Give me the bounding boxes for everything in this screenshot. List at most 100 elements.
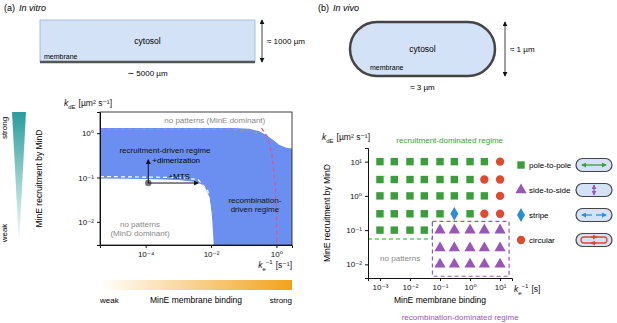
annotation: no patterns (MinE dominant) <box>164 116 265 125</box>
subscript: dE <box>68 104 75 110</box>
data-point <box>421 226 428 233</box>
data-point <box>436 192 443 199</box>
legend-label: side-to-side <box>529 186 571 195</box>
annotation: recombination- <box>228 196 281 205</box>
panel-subtitle: In vivo <box>333 3 359 13</box>
tick: 10⁻² <box>403 278 419 292</box>
annotation: recombination-dominated regime <box>402 313 520 322</box>
data-point <box>481 192 488 199</box>
tick-label: 10⁻¹ <box>346 226 362 235</box>
data-point <box>464 224 475 234</box>
axis-title: ke−1[s] <box>514 283 540 296</box>
data-point <box>481 158 488 165</box>
subscript: dE <box>326 138 333 144</box>
tick: 10⁻¹ <box>433 278 449 292</box>
gradient-high: strong <box>0 117 9 139</box>
legend-icon-cell <box>576 159 612 172</box>
gradient-title: MinE recruitment by MinD <box>34 130 44 228</box>
data-point <box>466 158 473 165</box>
tick-mark <box>365 196 368 197</box>
data-point <box>466 192 473 199</box>
figure: (a)In vitrocytosolmembrane≈ 1000 µm∼ 500… <box>0 0 617 323</box>
data-point <box>391 158 398 165</box>
data-point <box>391 226 398 233</box>
data-point <box>451 158 458 165</box>
axis-line <box>97 113 101 246</box>
gradient-bar <box>100 280 292 290</box>
tick-label: 10⁻¹ <box>433 283 449 292</box>
data-point <box>421 158 428 165</box>
data-point <box>451 192 458 199</box>
boundary-line <box>432 221 509 276</box>
data-point <box>436 158 443 165</box>
data-point <box>391 176 398 183</box>
tick: 10⁻² <box>346 260 368 269</box>
plot-area <box>100 128 292 245</box>
tick-label: 10⁻⁴ <box>138 250 155 259</box>
tick: 10⁻² <box>204 245 220 259</box>
y-axis: 10⁻² 10⁻¹ 10⁰ <box>78 113 100 246</box>
unit: [µm² s⁻¹] <box>79 98 112 108</box>
legend-icon-cell <box>576 184 612 197</box>
legend-marker <box>515 183 526 193</box>
data-point <box>376 226 383 233</box>
legend-icon-arrow <box>591 242 597 243</box>
data-point <box>421 176 428 183</box>
data-point <box>466 176 473 183</box>
tick-label: 10¹ <box>350 158 362 167</box>
gradient-low: weak <box>0 223 9 244</box>
tick-mark <box>97 133 100 134</box>
boundary-line <box>368 221 432 239</box>
data-point <box>466 210 473 217</box>
tick-mark <box>500 278 501 281</box>
data-point <box>376 192 383 199</box>
data-point <box>496 192 504 200</box>
axis-title: kdE[µm² s⁻¹] <box>64 98 112 110</box>
boundary-line <box>262 128 278 245</box>
tick-label: 10⁰ <box>271 250 283 259</box>
tick: 10⁻² <box>78 218 100 227</box>
height-arrow <box>505 22 506 76</box>
tick-mark <box>146 245 147 248</box>
tick-label: 10⁰ <box>82 129 94 138</box>
tick: 10⁰ <box>271 245 283 259</box>
legend-label: circular <box>529 236 555 245</box>
legend-icon-arrow <box>582 164 606 165</box>
axis-caption: MinE recruitment by MinD <box>322 164 332 262</box>
tick-label: 10⁰ <box>350 192 362 201</box>
tick-label: 10⁻¹ <box>78 174 94 183</box>
annotation: (MinD dominant) <box>110 229 169 238</box>
superscript: −1 <box>266 259 274 265</box>
legend-marker <box>517 236 525 244</box>
legend-icon-arrow <box>591 236 597 237</box>
tick-mark <box>470 278 471 281</box>
tick-mark <box>276 245 277 248</box>
tick-mark <box>97 222 100 223</box>
cell-body <box>40 20 255 62</box>
tick: 10¹ <box>495 278 507 292</box>
tick-mark <box>365 230 368 231</box>
tick-label: 10⁻³ <box>373 283 389 292</box>
legend-label: stripe <box>529 211 549 220</box>
cell-body <box>350 22 495 76</box>
plot-area <box>368 157 509 276</box>
tick: 10⁰ <box>350 192 368 201</box>
panel: (a)In vitrocytosolmembrane≈ 1000 µm∼ 500… <box>0 3 305 305</box>
tick: 10⁻⁴ <box>138 245 155 259</box>
tick-label: 10⁰ <box>464 283 476 292</box>
superscript: −1 <box>522 283 530 289</box>
tick-mark <box>365 162 368 163</box>
tick-mark <box>97 177 100 178</box>
axis-title: kdE[µm² s⁻¹] <box>322 132 370 144</box>
legend-icon-arrow <box>582 214 592 215</box>
y-axis: 10⁻² 10⁻¹ 10⁰ 10¹ <box>346 149 368 279</box>
schematic-label: membrane <box>370 64 404 71</box>
data-point <box>434 242 445 252</box>
schematic-label: cytosol <box>134 36 161 46</box>
tick-label: 10⁻² <box>403 283 419 292</box>
data-point <box>421 192 428 199</box>
subscript: e <box>518 290 522 296</box>
subscript: e <box>263 266 267 272</box>
data-point <box>480 175 488 183</box>
data-point <box>406 158 413 165</box>
